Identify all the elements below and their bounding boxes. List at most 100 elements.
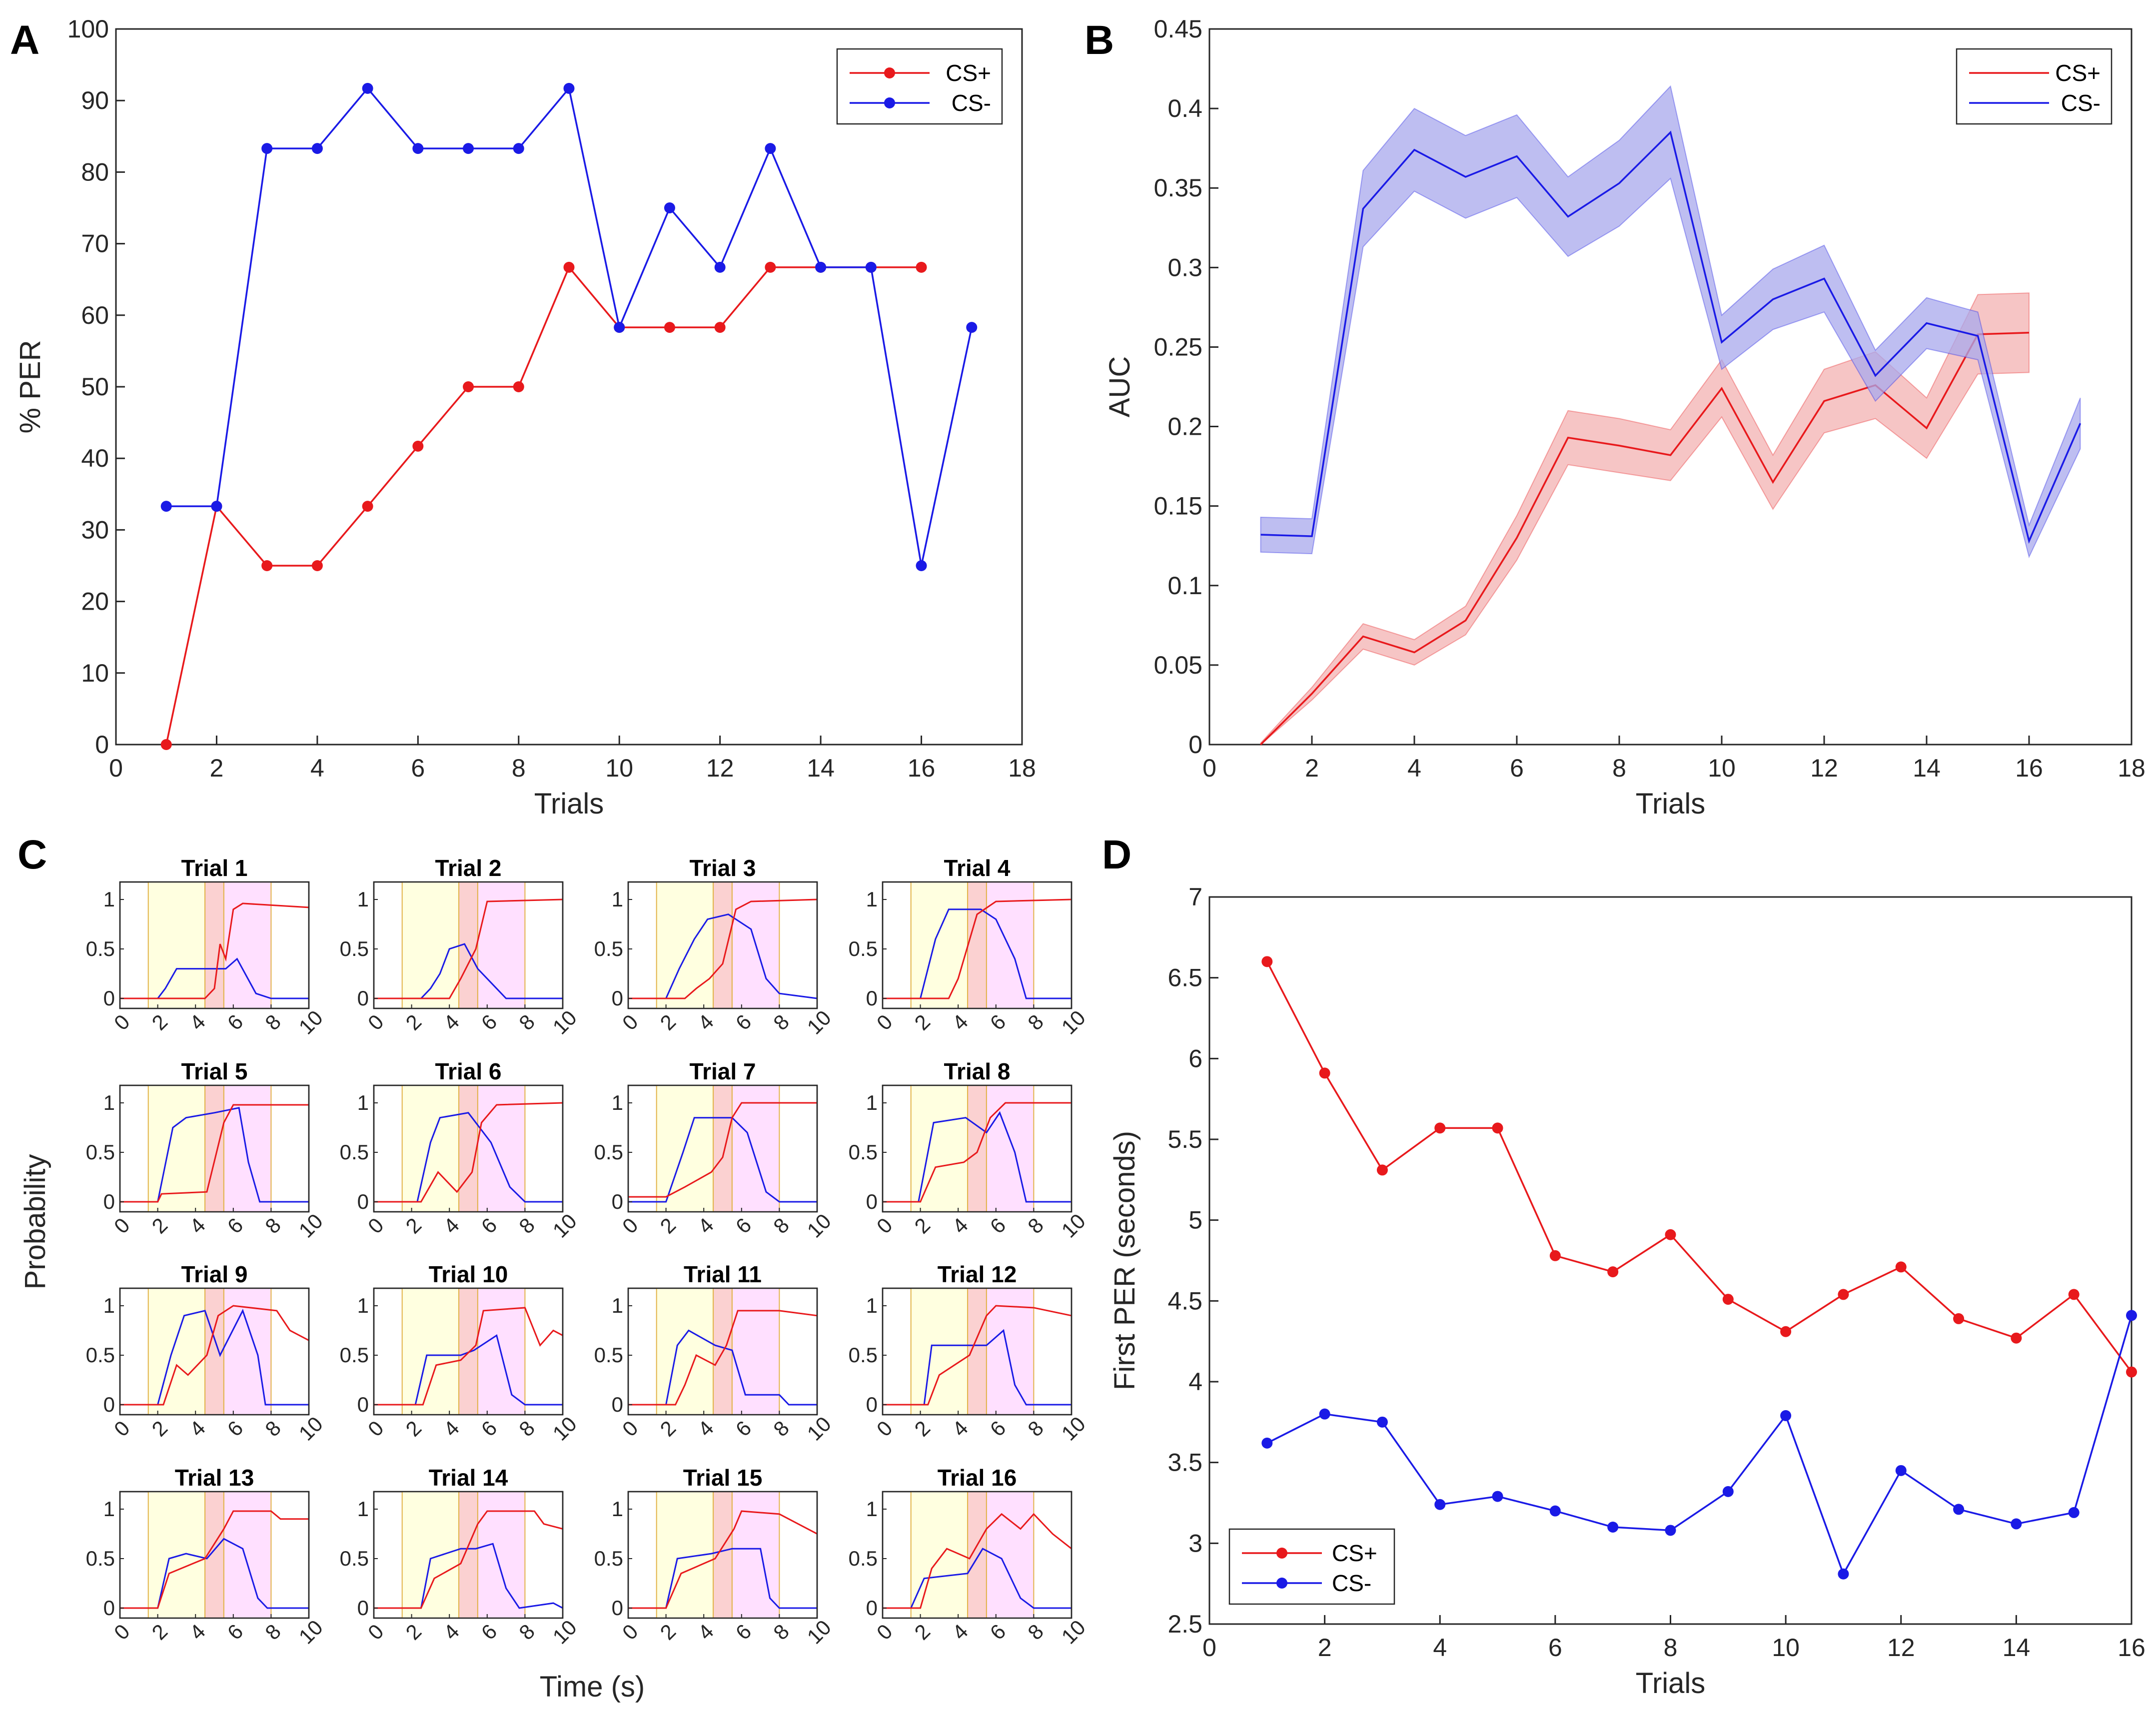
x-tick-label: 0 bbox=[363, 1620, 388, 1645]
series-line-cs-plus bbox=[1266, 961, 2133, 1373]
y-tick-label: 1 bbox=[612, 1497, 623, 1521]
trace-cs-plus bbox=[628, 1102, 817, 1198]
data-point-cs-plus bbox=[1895, 1261, 1907, 1273]
y-tick-label: 0 bbox=[866, 1596, 878, 1620]
data-point-cs-minus bbox=[2011, 1518, 2022, 1530]
trace-cs-minus bbox=[883, 1329, 1072, 1406]
subplot-title: Trial 13 bbox=[175, 1465, 254, 1491]
y-tick-label: 0 bbox=[1188, 731, 1202, 759]
data-point-cs-plus bbox=[1838, 1289, 1849, 1300]
legend-marker-cs-plus bbox=[884, 67, 895, 78]
y-tick-label: 0 bbox=[357, 1596, 369, 1620]
x-tick-label: 4 bbox=[948, 1620, 973, 1645]
data-point-cs-minus bbox=[2068, 1507, 2080, 1518]
panel-c-xlabel: Time (s) bbox=[540, 1671, 645, 1703]
data-point-cs-minus bbox=[815, 261, 827, 273]
data-point-cs-minus bbox=[563, 82, 575, 94]
subplot-border bbox=[373, 1084, 564, 1213]
data-point-cs-minus bbox=[1665, 1525, 1676, 1536]
overlap-window bbox=[713, 1491, 733, 1619]
series-line-cs-minus bbox=[1260, 130, 2082, 544]
x-tick-label: 0 bbox=[109, 1010, 134, 1035]
trace-cs-plus bbox=[120, 902, 309, 999]
x-tick-label: 12 bbox=[1810, 754, 1838, 782]
x-tick-label: 10 bbox=[548, 1616, 581, 1649]
trace-cs-plus bbox=[883, 1305, 1072, 1406]
x-tick-label: 8 bbox=[1023, 1010, 1048, 1035]
data-point-cs-minus bbox=[1607, 1522, 1619, 1533]
y-tick-label: 3.5 bbox=[1167, 1449, 1202, 1477]
cs-window bbox=[147, 881, 206, 1009]
y-tick-label: 0.5 bbox=[594, 1343, 623, 1367]
x-tick-label: 4 bbox=[439, 1010, 464, 1035]
subplot-trial-2: Trial 200.510 2 4 6 8 10 bbox=[340, 855, 581, 1039]
panel-d-label: D bbox=[1102, 832, 1131, 877]
data-point-cs-minus bbox=[160, 501, 172, 512]
legend-box bbox=[1228, 1528, 1395, 1605]
data-point-cs-minus bbox=[1434, 1499, 1446, 1510]
overlap-window bbox=[967, 881, 987, 1009]
x-tick-label: 6 bbox=[986, 1213, 1011, 1238]
legend-marker-cs-minus bbox=[884, 97, 895, 108]
x-tick-label: 8 bbox=[1023, 1213, 1048, 1238]
y-tick-label: 1 bbox=[612, 1294, 623, 1317]
y-tick-label: 70 bbox=[81, 230, 109, 258]
y-tick-label: 0 bbox=[866, 1393, 878, 1416]
y-axis-label: % PER bbox=[14, 340, 46, 434]
overlap-window bbox=[458, 1288, 478, 1415]
data-point-cs-plus bbox=[160, 739, 172, 750]
x-tick-label: 16 bbox=[908, 754, 936, 782]
x-axis-label: Trials bbox=[534, 788, 604, 820]
x-tick-label: 8 bbox=[1023, 1620, 1048, 1645]
y-tick-label: 90 bbox=[81, 86, 109, 114]
overlap-window bbox=[713, 881, 733, 1009]
legend-label-cs-plus: CS+ bbox=[2055, 60, 2101, 86]
subplot-trial-8: Trial 800.510 2 4 6 8 10 bbox=[849, 1058, 1090, 1242]
subplot-title: Trial 9 bbox=[181, 1261, 248, 1287]
data-point-cs-minus bbox=[865, 261, 877, 273]
x-tick-label: 4 bbox=[310, 754, 324, 782]
y-tick-label: 0 bbox=[612, 1190, 623, 1213]
y-tick-label: 0.5 bbox=[849, 1343, 878, 1367]
trace-cs-plus bbox=[628, 1310, 818, 1406]
x-tick-label: 6 bbox=[223, 1416, 248, 1441]
subplot-border bbox=[119, 1287, 310, 1416]
y-axis-label: AUC bbox=[1103, 356, 1136, 417]
y-tick-label: 0.05 bbox=[1154, 651, 1202, 679]
subplot-title: Trial 5 bbox=[181, 1058, 248, 1084]
x-tick-label: 0 bbox=[109, 754, 123, 782]
trace-cs-minus bbox=[120, 957, 309, 999]
legend-label-cs-plus: CS+ bbox=[1332, 1540, 1377, 1566]
data-point-cs-plus bbox=[714, 322, 726, 333]
cs-window bbox=[401, 1288, 460, 1415]
x-tick-label: 6 bbox=[1548, 1634, 1562, 1662]
data-point-cs-minus bbox=[311, 143, 323, 154]
data-point-cs-plus bbox=[563, 261, 575, 273]
x-tick-label: 8 bbox=[1612, 754, 1626, 782]
trace-cs-plus bbox=[883, 1102, 1072, 1203]
y-tick-label: 1 bbox=[357, 1497, 369, 1521]
y-tick-label: 10 bbox=[81, 659, 109, 687]
y-tick-label: 5.5 bbox=[1167, 1125, 1202, 1153]
subplot-title: Trial 3 bbox=[690, 855, 756, 881]
subplot-border bbox=[119, 881, 310, 1009]
y-tick-label: 6.5 bbox=[1167, 964, 1202, 992]
y-tick-label: 0.5 bbox=[340, 1547, 369, 1570]
x-tick-label: 2 bbox=[655, 1010, 680, 1035]
subplot-title: Trial 11 bbox=[684, 1261, 762, 1287]
x-tick-label: 0 bbox=[618, 1620, 643, 1645]
data-point-cs-minus bbox=[1895, 1465, 1907, 1476]
subplot-trial-7: Trial 700.510 2 4 6 8 10 bbox=[594, 1058, 836, 1242]
y-tick-label: 1 bbox=[357, 1091, 369, 1114]
us-window bbox=[477, 1085, 526, 1212]
overlap-window bbox=[458, 1085, 478, 1212]
y-tick-label: 0 bbox=[103, 1393, 115, 1416]
x-tick-label: 6 bbox=[223, 1010, 248, 1035]
x-tick-label: 4 bbox=[439, 1213, 464, 1238]
y-axis-label: First PER (seconds) bbox=[1108, 1131, 1141, 1390]
x-tick-label: 4 bbox=[948, 1010, 973, 1035]
y-tick-label: 0.5 bbox=[849, 1547, 878, 1570]
x-tick-label: 6 bbox=[731, 1416, 756, 1441]
x-tick-label: 10 bbox=[1772, 1634, 1800, 1662]
